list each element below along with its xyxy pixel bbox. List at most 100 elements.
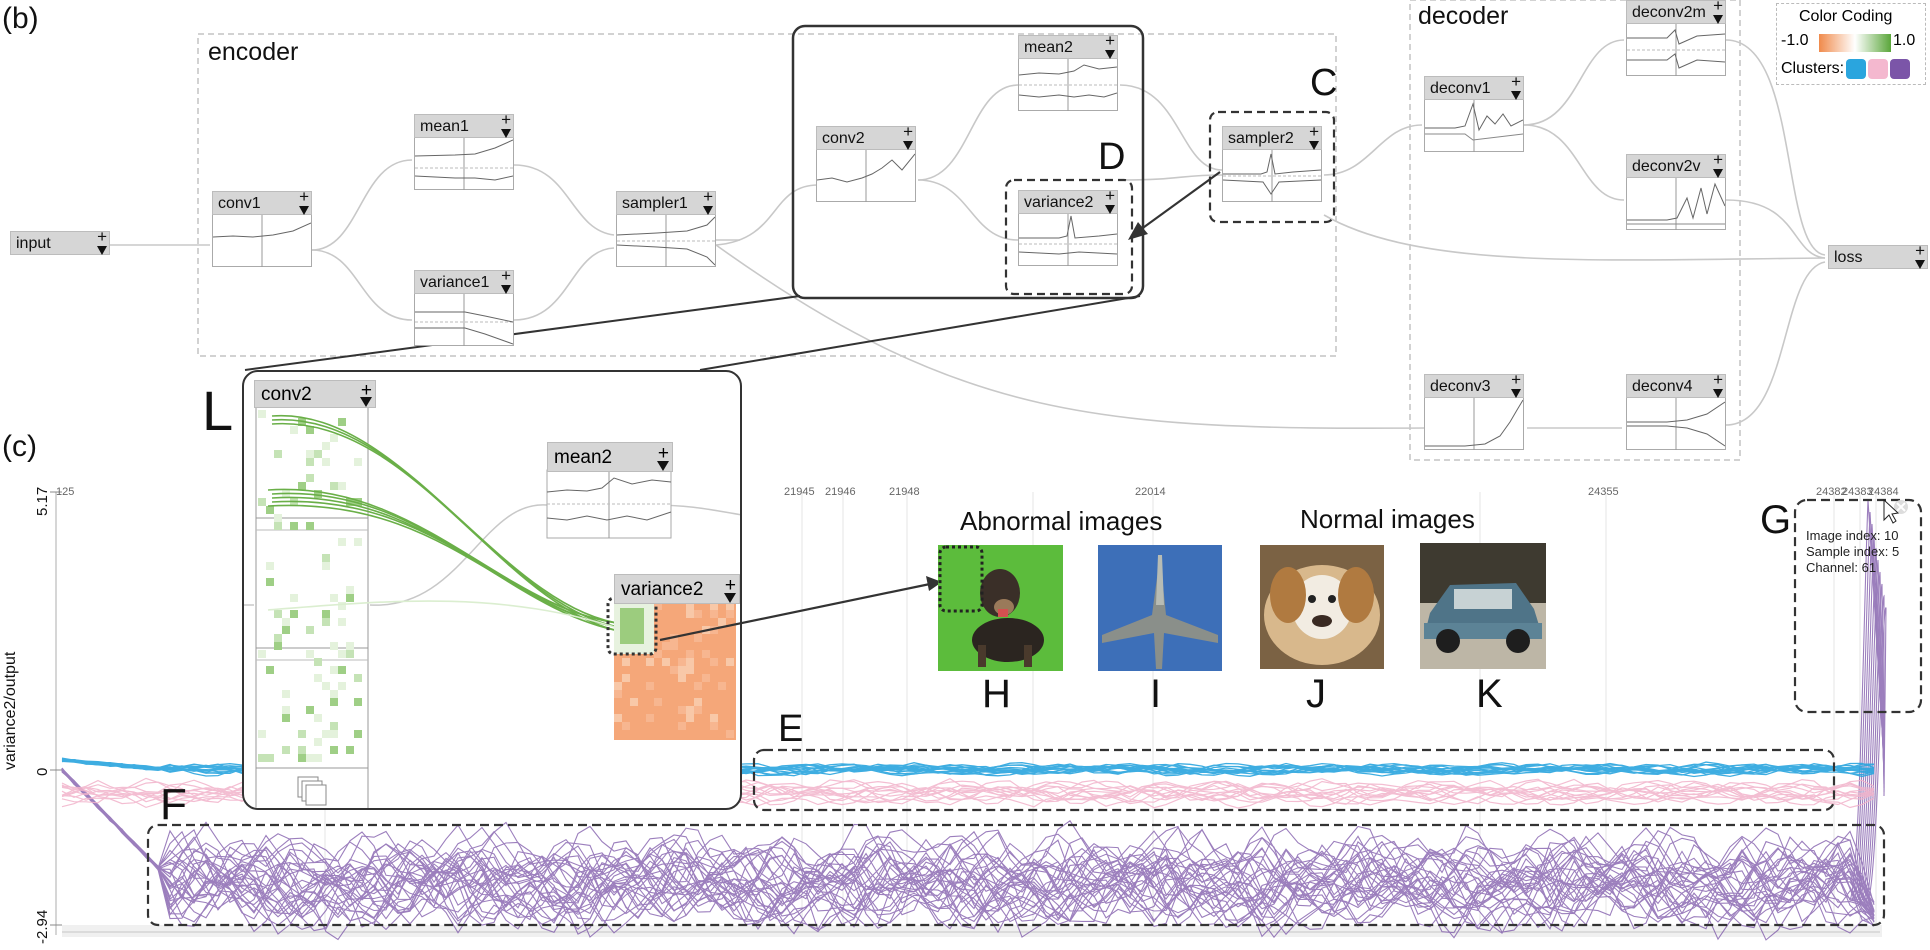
node-label: conv2 [261,384,312,405]
node-deconv3[interactable]: deconv3 + [1424,370,1524,450]
node-variance2[interactable]: variance2 + [1018,186,1118,266]
dropdown-triangle-icon[interactable] [903,141,913,150]
edge-deconv2v-loss [1725,199,1826,259]
edge-sampler2-deconv1 [1323,124,1423,176]
edge-deconv1-deconv2m [1523,39,1625,126]
node-label: loss [1834,249,1863,266]
node-preview [1018,59,1118,111]
expand-plus-icon[interactable]: + [1713,0,1723,15]
node-preview [1018,214,1118,266]
tooltip-close-icon[interactable] [1894,500,1908,514]
expand-plus-icon[interactable]: + [360,380,372,401]
dropdown-triangle-icon[interactable] [703,206,713,215]
expand-plus-icon[interactable]: + [501,266,511,285]
expand-plus-icon[interactable]: + [97,227,107,246]
expand-plus-icon[interactable]: + [657,443,669,464]
dropdown-triangle-icon[interactable] [1915,260,1925,269]
dropdown-triangle-icon[interactable] [501,285,511,294]
color-legend: Color Coding -1.0 1.0 Clusters: [1776,3,1926,85]
image-k-car[interactable] [1420,543,1546,669]
dropdown-triangle-icon[interactable] [1309,141,1319,150]
cluster-e-box [752,748,1836,812]
expand-plus-icon[interactable]: + [1105,31,1115,50]
node-sampler1[interactable]: sampler1 + [616,187,716,267]
expand-plus-icon[interactable]: + [299,187,309,206]
node-mean1[interactable]: mean1 + [414,110,514,190]
annotation-e: E [778,708,804,750]
zoom-node-mean2[interactable]: mean2 + [547,442,673,472]
expand-plus-icon[interactable]: + [1511,72,1521,91]
tooltip-sample-index: Sample index: 5 [1806,544,1900,559]
decoder-group-box [1409,0,1741,461]
stack-icon [297,776,327,806]
node-mean2[interactable]: mean2 + [1018,31,1118,111]
dropdown-triangle-icon[interactable] [1713,389,1723,398]
dropdown-triangle-icon[interactable] [1511,91,1521,100]
x-tick-label: 21946 [825,486,856,498]
zoom-node-variance2[interactable]: variance2 + [614,574,740,604]
expand-plus-icon[interactable]: + [1713,370,1723,389]
node-loss[interactable]: loss + [1828,241,1928,269]
dropdown-triangle-icon[interactable] [724,593,736,603]
expand-plus-icon[interactable]: + [1511,370,1521,389]
node-deconv1[interactable]: deconv1 + [1424,72,1524,152]
node-deconv4[interactable]: deconv4 + [1626,370,1726,450]
dropdown-triangle-icon[interactable] [657,461,669,471]
cluster2-swatch[interactable] [1868,59,1889,79]
encoder-label: encoder [208,38,299,66]
y-axis-label: variance2/output [2,651,19,770]
x-tick-label: 24384 [1868,486,1899,498]
node-label: deconv2v [1632,158,1701,175]
dropdown-triangle-icon[interactable] [1511,389,1521,398]
abnormal-images-title: Abnormal images [960,506,1163,536]
tooltip-image-index: Image index: 10 [1806,528,1899,543]
x-tick-label: 24383 [1842,486,1873,498]
edge-variance1-sampler1 [513,247,615,321]
node-variance1[interactable]: variance1 + [414,266,514,346]
encoder-group-box [197,33,1337,357]
edge-sampler1-deconv3 [715,244,1426,429]
node-deconv2m[interactable]: deconv2m + [1626,0,1726,76]
edge-conv1-variance1 [311,249,413,321]
edge-conv1-mean1 [311,159,413,251]
expand-plus-icon[interactable]: + [1713,150,1723,169]
edge-mean2-sampler2 [1119,84,1223,171]
expand-plus-icon[interactable]: + [703,187,713,206]
dropdown-triangle-icon[interactable] [1105,50,1115,59]
mouse-cursor-icon [1883,498,1900,524]
panel-c-label: (c) [2,430,37,463]
edge-conv2-variance2 [917,179,1019,241]
node-sampler2[interactable]: sampler2 + [1222,122,1322,202]
node-input[interactable]: input + [10,227,110,255]
x-tick-label: 21945 [784,486,815,498]
panel-b-label: (b) [2,2,39,35]
node-label: deconv3 [1430,378,1491,395]
node-conv1[interactable]: conv1 + [212,187,312,267]
dropdown-triangle-icon[interactable] [501,129,511,138]
dropdown-triangle-icon[interactable] [97,246,107,255]
dropdown-triangle-icon[interactable] [360,397,372,407]
dropdown-triangle-icon[interactable] [1713,15,1723,24]
zoom-node-conv2[interactable]: conv2 + [254,380,376,408]
image-h-dog[interactable] [938,545,1063,671]
expand-plus-icon[interactable]: + [1915,241,1925,260]
node-label: conv1 [218,195,261,212]
node-conv2[interactable]: conv2 + [816,122,916,202]
expand-plus-icon[interactable]: + [1309,122,1319,141]
image-i-airplane[interactable] [1098,545,1222,671]
expand-plus-icon[interactable]: + [1105,186,1115,205]
decoder-label: decoder [1418,2,1509,30]
expand-plus-icon[interactable]: + [501,110,511,129]
dropdown-triangle-icon[interactable] [299,206,309,215]
dropdown-triangle-icon[interactable] [1713,169,1723,178]
cluster1-swatch[interactable] [1846,59,1867,79]
annotation-h: H [982,672,1011,716]
image-j-dog[interactable] [1260,545,1384,669]
dropdown-triangle-icon[interactable] [1105,205,1115,214]
cluster3-swatch[interactable] [1890,59,1911,79]
expand-plus-icon[interactable]: + [903,122,913,141]
edge-deconv1-deconv2v [1523,124,1625,201]
y-max-label: 5.17 [34,486,51,516]
node-deconv2v[interactable]: deconv2v + [1626,150,1726,230]
zoom-inset: conv2 + mean2 + variance2 + [242,370,742,810]
